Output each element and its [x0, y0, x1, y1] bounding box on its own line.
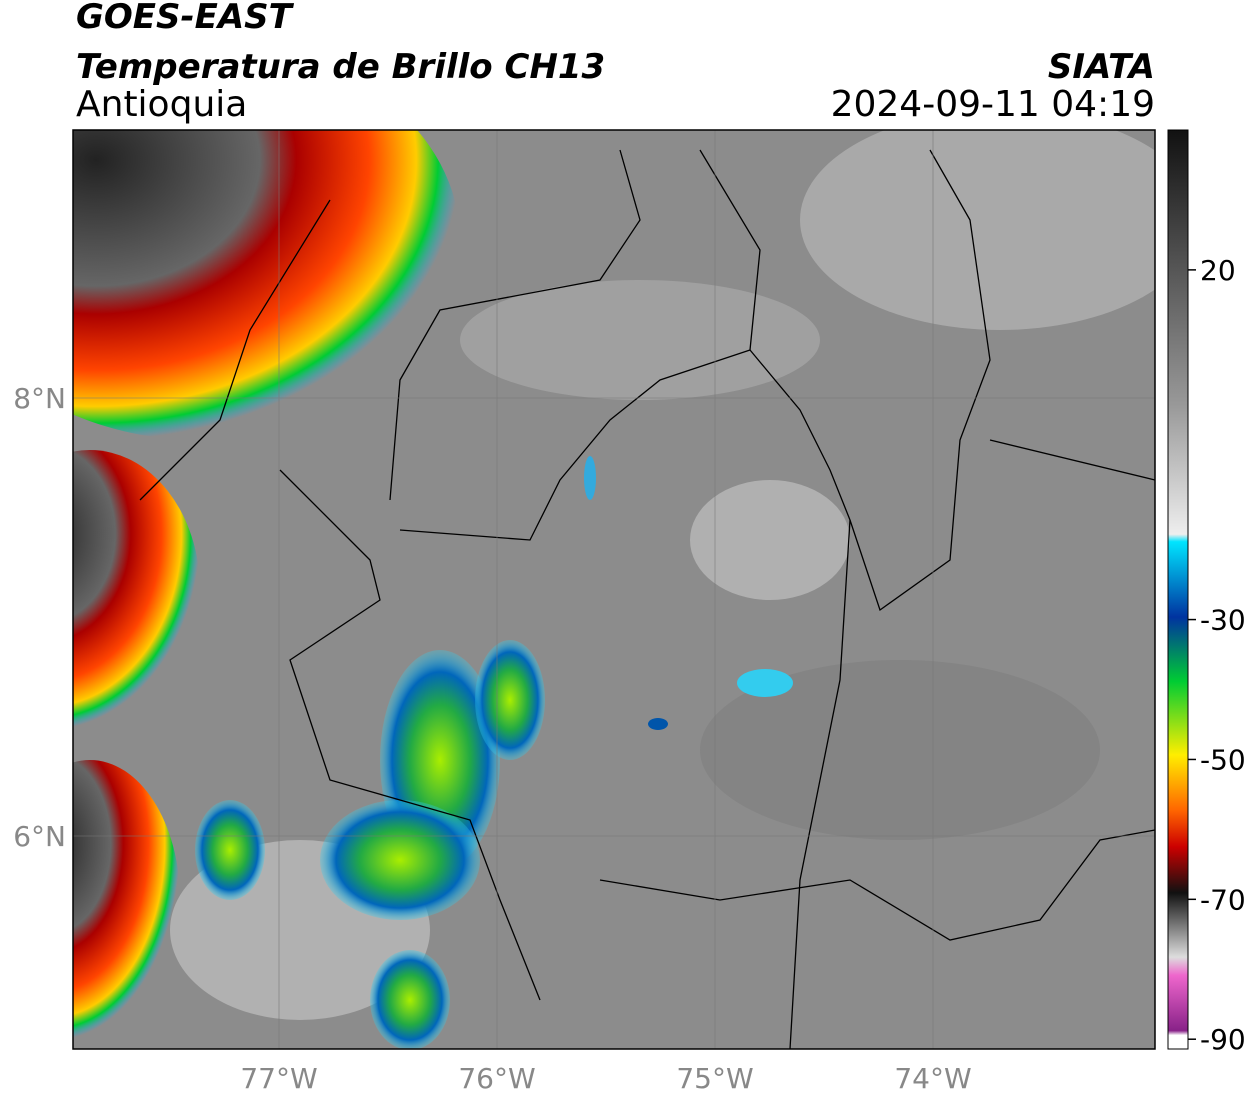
lon-label: 77°W	[240, 1062, 317, 1095]
colorbar-label: 20	[1200, 254, 1236, 287]
colorbar-label: -30	[1200, 604, 1246, 637]
colorbar-label: -70	[1200, 883, 1246, 916]
lat-label: 6°N	[13, 820, 66, 853]
datetime: 2024-09-11 04:19	[831, 84, 1155, 125]
map-frame	[72, 129, 1156, 1050]
colorbar	[1167, 129, 1189, 1050]
lat-label: 8°N	[13, 382, 66, 415]
source: SIATA	[1048, 47, 1155, 87]
satellite-image	[73, 130, 1155, 1049]
lon-label: 76°W	[458, 1062, 535, 1095]
title: Temperatura de Brillo CH13	[76, 47, 605, 87]
satellite: GOES-EAST	[76, 0, 295, 37]
colorbar-label: -90	[1200, 1023, 1246, 1056]
colorbar-label: -50	[1200, 743, 1246, 776]
lon-label: 75°W	[676, 1062, 753, 1095]
region: Antioquia	[76, 84, 247, 125]
lon-label: 74°W	[894, 1062, 971, 1095]
